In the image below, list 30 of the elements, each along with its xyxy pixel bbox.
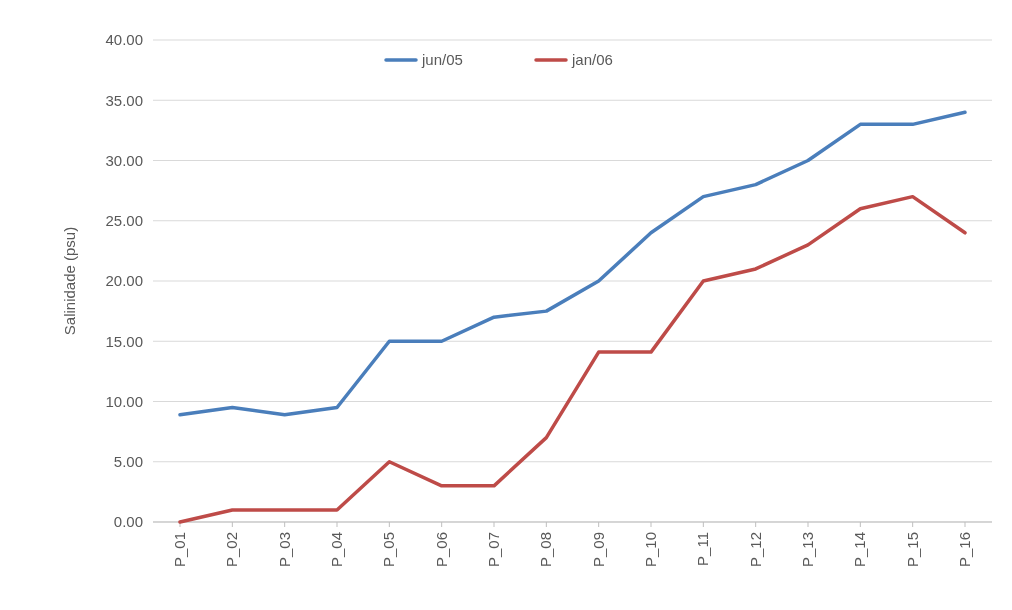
y-tick-label: 30.00 (105, 151, 143, 169)
x-tick-label: P_06 (432, 532, 450, 568)
x-tick-label: P_07 (485, 532, 502, 568)
x-tick-label: P_02 (223, 532, 241, 568)
y-tick-label: 0.00 (113, 513, 143, 531)
x-tick-label: P_09 (589, 532, 607, 568)
x-tick-label: P_12 (746, 532, 764, 568)
x-tick-label: P_01 (171, 532, 188, 568)
y-tick-label: 25.00 (105, 212, 143, 229)
y-axis-title: Salinidade (psu) (61, 226, 78, 336)
legend-label: jun/05 (421, 51, 463, 69)
x-tick-label: P_16 (956, 532, 973, 568)
x-tick-label: P_08 (537, 532, 555, 568)
line-series (178, 110, 967, 417)
x-tick-label: P_13 (799, 532, 816, 568)
x-tick-label: P_11 (694, 532, 712, 566)
legend-label: jan/06 (571, 51, 613, 69)
x-tick-label: P_03 (275, 532, 293, 568)
x-tick-label: P_05 (380, 532, 398, 568)
y-tick-label: 20.00 (105, 272, 143, 290)
y-tick-label: 35.00 (105, 91, 143, 109)
x-tick-label: P_14 (851, 532, 869, 568)
x-tick-label: P_15 (903, 532, 921, 568)
y-tick-label: 5.00 (113, 453, 143, 470)
y-tick-label: 15.00 (105, 332, 143, 350)
x-tick-label: P_10 (642, 532, 659, 568)
line-series (178, 194, 967, 524)
y-tick-label: 40.00 (105, 31, 143, 49)
x-tick-label: P_04 (328, 532, 345, 568)
y-tick-label: 10.00 (105, 392, 143, 410)
